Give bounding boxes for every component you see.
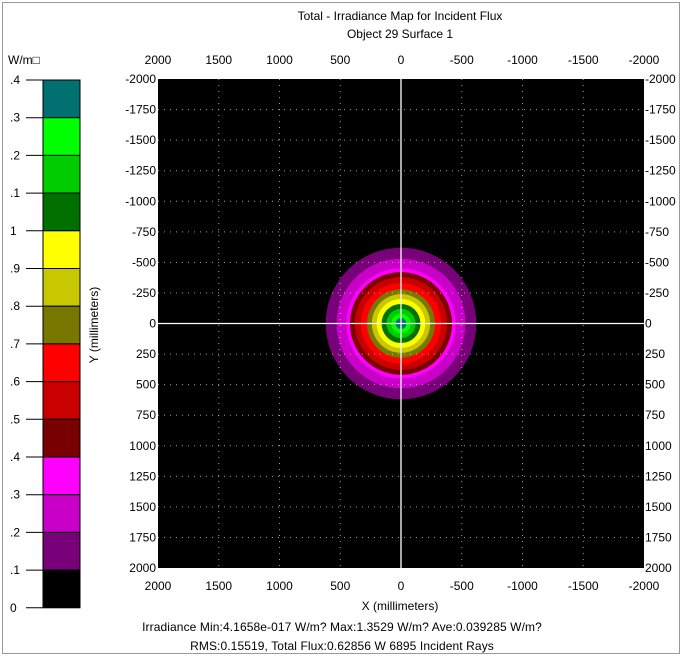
y-tick-label-right: -1750 <box>645 103 676 117</box>
x-tick-label-bottom: 500 <box>330 579 350 593</box>
y-tick-label-left: 2000 <box>129 561 156 575</box>
colorbar-swatch <box>42 268 81 307</box>
y-tick-label-right: 1250 <box>645 469 672 483</box>
y-tick-label-right: -2000 <box>645 72 676 86</box>
y-tick-label-left: 250 <box>136 347 156 361</box>
y-tick-label-left: 1750 <box>129 530 156 544</box>
colorbar-swatch <box>42 230 81 270</box>
y-tick-label-right: -1250 <box>645 164 676 178</box>
y-tick-label-left: 750 <box>136 408 156 422</box>
y-tick-label-left: -250 <box>132 286 156 300</box>
x-tick-label-bottom: 0 <box>398 579 405 593</box>
y-tick-label-left: 0 <box>149 317 156 331</box>
y-tick-label-right: 750 <box>645 408 665 422</box>
crosshair <box>158 79 644 568</box>
colorbar-swatch <box>42 494 81 533</box>
y-tick-label-left: 500 <box>136 378 156 392</box>
flux-stats-line: RMS:0.15519, Total Flux:0.62856 W 6895 I… <box>190 639 494 653</box>
x-axis-label: X (millimeters) <box>362 599 439 613</box>
y-tick-label-left: -750 <box>132 225 156 239</box>
chart-subtitle: Object 29 Surface 1 <box>347 27 453 41</box>
y-tick-label-left: 1250 <box>129 469 156 483</box>
y-tick-label-right: 250 <box>645 347 665 361</box>
y-tick-label-left: 1500 <box>129 500 156 514</box>
y-tick-label-right: 1750 <box>645 530 672 544</box>
colorbar-swatch <box>42 79 81 119</box>
colorbar-tick-label: .9 <box>10 262 20 276</box>
x-tick-label-top: 500 <box>330 53 350 67</box>
y-tick-label-right: -500 <box>645 255 669 269</box>
x-tick-label-top: -2000 <box>629 53 660 67</box>
x-tick-label-bottom: 2000 <box>145 579 172 593</box>
x-tick-label-top: 0 <box>398 53 405 67</box>
y-tick-label-right: -750 <box>645 225 669 239</box>
colorbar-swatch <box>42 456 81 496</box>
x-tick-label-bottom: 1000 <box>266 579 293 593</box>
y-tick-label-left: -1500 <box>125 133 156 147</box>
colorbar-tick-label: .2 <box>10 148 20 162</box>
x-tick-label-top: -500 <box>450 53 474 67</box>
x-tick-label-bottom: -1000 <box>507 579 538 593</box>
x-tick-label-top: -1500 <box>568 53 599 67</box>
y-tick-label-left: -500 <box>132 255 156 269</box>
colorbar-tick-label: .2 <box>10 525 20 539</box>
y-tick-label-left: -2000 <box>125 72 156 86</box>
colorbar-tick-label: .1 <box>10 186 20 200</box>
y-tick-label-right: 2000 <box>645 561 672 575</box>
colorbar-tick-label: .5 <box>10 412 20 426</box>
y-tick-label-left: -1000 <box>125 194 156 208</box>
x-tick-label-top: 1500 <box>205 53 232 67</box>
y-tick-label-right: -250 <box>645 286 669 300</box>
colorbar-tick-label: .8 <box>10 299 20 313</box>
x-tick-label-top: 1000 <box>266 53 293 67</box>
y-ticks-left: -2000 -1750 -1500 -1250 -1000 -750 -500 -250 0 25… <box>125 72 156 575</box>
y-tick-label-right: 1500 <box>645 500 672 514</box>
colorbar-tick-label: .4 <box>10 73 20 87</box>
colorbar-tick-label: .6 <box>10 375 20 389</box>
y-tick-label-right: 0 <box>645 317 652 331</box>
colorbar-tick-label: 1 <box>10 224 17 238</box>
colorbar: .4 .3 .2 .1 1 .9 .8 .7 .6 .5 .4 .3 .2 .1 0 <box>10 73 81 615</box>
colorbar-swatch <box>42 305 81 345</box>
colorbar-swatch <box>42 154 81 194</box>
y-tick-label-left: -1750 <box>125 103 156 117</box>
x-tick-label-bottom: -500 <box>450 579 474 593</box>
x-tick-label-top: 2000 <box>145 53 172 67</box>
x-tick-label-bottom: -2000 <box>629 579 660 593</box>
y-ticks-right: -2000 -1750 -1500 -1250 -1000 -750 -500 -250 0 25… <box>645 72 676 575</box>
chart-title: Total - Irradiance Map for Incident Flux <box>298 9 503 23</box>
y-tick-label-left: 1000 <box>129 439 156 453</box>
colorbar-unit-label: W/m□ <box>8 53 40 67</box>
colorbar-tick-label: .4 <box>10 450 20 464</box>
irradiance-stats-line: Irradiance Min:4.1658e-017 W/m? Max:1.35… <box>142 620 542 634</box>
x-ticks-bottom: 2000 1500 1000 500 0 -500 -1000 -1500 -2000 <box>145 579 660 593</box>
x-tick-label-bottom: -1500 <box>568 579 599 593</box>
colorbar-swatch <box>42 531 81 571</box>
y-tick-label-right: -1500 <box>645 133 676 147</box>
colorbar-tick-label: .1 <box>10 563 20 577</box>
colorbar-tick-label: .3 <box>10 111 20 125</box>
y-tick-label-right: -1000 <box>645 194 676 208</box>
y-tick-label-left: -1250 <box>125 164 156 178</box>
y-axis-label: Y (millimeters) <box>87 287 101 363</box>
y-tick-label-right: 500 <box>645 378 665 392</box>
colorbar-tick-label: 0 <box>10 601 17 615</box>
colorbar-swatch <box>42 381 81 420</box>
colorbar-tick-label: .3 <box>10 488 20 502</box>
x-tick-label-top: -1000 <box>507 53 538 67</box>
y-tick-label-right: 1000 <box>645 439 672 453</box>
colorbar-swatch <box>42 569 81 609</box>
colorbar-swatch <box>42 418 81 458</box>
colorbar-swatch <box>42 192 81 232</box>
colorbar-swatch <box>42 117 81 156</box>
colorbar-tick-label: .7 <box>10 337 20 351</box>
colorbar-swatch <box>42 343 81 383</box>
x-ticks-top: 2000 1500 1000 500 0 -500 -1000 -1500 -2000 <box>145 53 660 67</box>
x-tick-label-bottom: 1500 <box>205 579 232 593</box>
